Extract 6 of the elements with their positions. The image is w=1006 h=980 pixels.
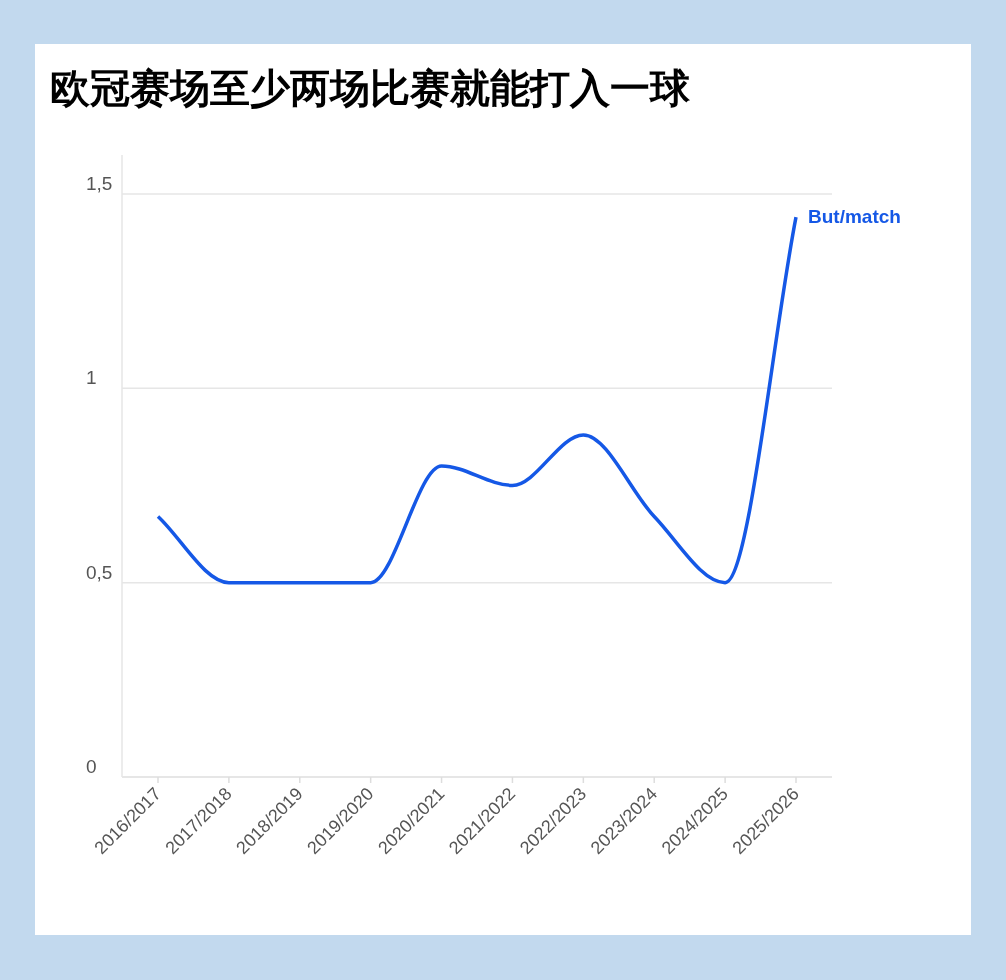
y-tick-label: 1 xyxy=(86,367,97,389)
y-tick-label: 0,5 xyxy=(86,561,113,583)
series-label: But/match xyxy=(808,206,901,228)
chart-title: 欧冠赛场至少两场比赛就能打入一球 xyxy=(50,64,691,111)
y-tick-label: 1,5 xyxy=(86,172,113,194)
y-tick-label: 0 xyxy=(86,756,97,777)
